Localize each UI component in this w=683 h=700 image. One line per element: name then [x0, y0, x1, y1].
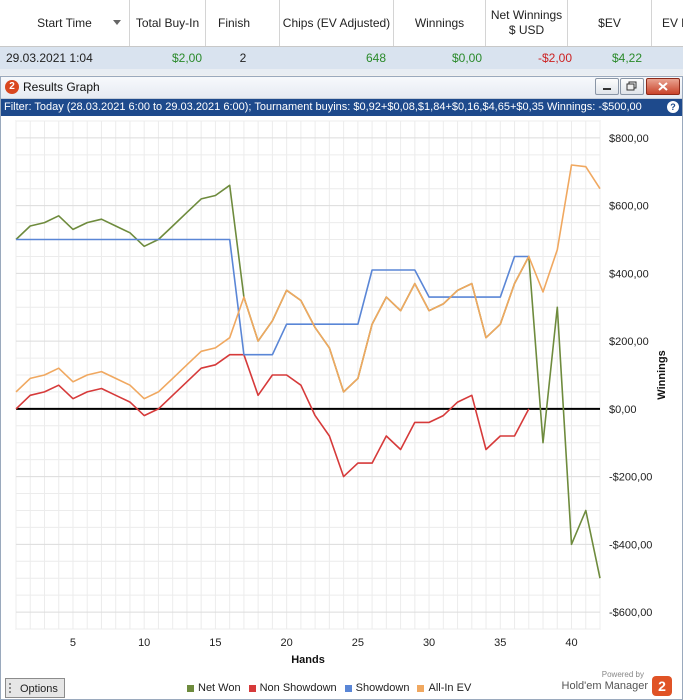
- x-axis-label: Hands: [291, 654, 325, 666]
- legend-label: Net Won: [198, 682, 241, 694]
- series-line-showdown: [16, 238, 529, 356]
- cell-ev: $4,22: [611, 51, 642, 65]
- close-button[interactable]: [646, 78, 680, 95]
- x-tick-label: 35: [494, 637, 506, 649]
- results-graph-window: 2 Results Graph Filter: Today (28.03.202…: [0, 76, 683, 700]
- column-label: Winnings: [414, 15, 465, 30]
- legend-label: Non Showdown: [259, 682, 337, 694]
- column-start-time[interactable]: Start Time: [0, 0, 130, 46]
- powered-by-text: Powered by: [601, 670, 644, 679]
- x-tick-label: 30: [423, 637, 435, 649]
- chart-legend: Net Won Non Showdown Showdown All-In EV: [187, 682, 479, 694]
- cell-finish: 2: [239, 51, 247, 65]
- options-label: Options: [20, 683, 58, 695]
- legend-item: Showdown: [344, 682, 410, 694]
- x-tick-label: 15: [209, 637, 221, 649]
- y-tick-label: $0,00: [609, 404, 637, 416]
- options-button[interactable]: Options: [5, 678, 65, 698]
- column-label: EV b: [662, 15, 683, 30]
- cell-start-time: 29.03.2021 1:04: [6, 51, 93, 65]
- column-ev[interactable]: $EV: [568, 0, 652, 46]
- series-line-non-showdown: [15, 353, 530, 478]
- cell-chips: 648: [365, 51, 386, 65]
- y-tick-label: -$600,00: [609, 607, 652, 619]
- legend-label: All-In EV: [428, 682, 472, 694]
- x-tick-label: 10: [138, 637, 150, 649]
- table-row-partial[interactable]: [0, 69, 683, 75]
- maximize-button[interactable]: [620, 78, 644, 95]
- results-table-header: Start Time Total Buy-In Finish Chips (EV…: [0, 0, 683, 47]
- filter-text: Filter: Today (28.03.2021 6:00 to 29.03.…: [4, 101, 642, 113]
- column-label: Finish: [218, 15, 251, 30]
- y-tick-label: -$400,00: [609, 539, 652, 551]
- legend-swatch: [417, 684, 425, 692]
- y-tick-label: $600,00: [609, 201, 649, 213]
- column-finish[interactable]: Finish: [206, 0, 280, 46]
- minimize-icon: [603, 88, 611, 90]
- x-tick-label: 20: [281, 637, 293, 649]
- x-tick-label: 5: [70, 637, 76, 649]
- x-tick-label: 40: [565, 637, 577, 649]
- cell-net-winnings: -$2,00: [537, 51, 572, 65]
- column-label: Total Buy-In: [135, 15, 200, 30]
- minimize-button[interactable]: [595, 78, 619, 95]
- column-label: Start Time: [37, 15, 92, 30]
- legend-swatch: [187, 684, 194, 692]
- grip-icon: [9, 683, 17, 693]
- filter-bar: Filter: Today (28.03.2021 6:00 to 29.03.…: [1, 99, 682, 116]
- restore-icon: [626, 81, 637, 91]
- column-label: Net Winnings $ USD: [490, 8, 563, 37]
- window-titlebar[interactable]: 2 Results Graph: [1, 77, 682, 99]
- close-icon: [658, 82, 668, 91]
- legend-label: Showdown: [355, 682, 410, 694]
- info-icon[interactable]: ?: [667, 101, 679, 113]
- legend-item: Net Won: [187, 682, 241, 694]
- table-row[interactable]: 29.03.2021 1:04 $2,00 2 648 $0,00 -$2,00…: [0, 47, 683, 70]
- y-tick-label: $800,00: [609, 133, 649, 145]
- column-ev-b[interactable]: EV b: [652, 0, 683, 46]
- column-chips[interactable]: Chips (EV Adjusted): [280, 0, 394, 46]
- series-line-all-in-ev: [15, 164, 601, 400]
- window-title: Results Graph: [23, 80, 100, 94]
- cell-winnings: $0,00: [451, 51, 482, 65]
- app-logo-icon: 2: [5, 80, 19, 94]
- column-net-winnings[interactable]: Net Winnings $ USD: [486, 0, 568, 46]
- legend-item: All-In EV: [417, 682, 471, 694]
- y-tick-label: -$200,00: [609, 472, 652, 484]
- legend-swatch: [344, 684, 352, 692]
- y-tick-label: $200,00: [609, 336, 649, 348]
- y-tick-label: $400,00: [609, 268, 649, 280]
- column-winnings[interactable]: Winnings: [394, 0, 486, 46]
- cell-total-buyin: $2,00: [171, 51, 202, 65]
- x-tick-label: 25: [352, 637, 364, 649]
- legend-item: Non Showdown: [248, 682, 337, 694]
- graph-footer: Options Net Won Non Showdown Showdown All-I…: [1, 670, 682, 699]
- results-chart: $800,00 $600,00 $400,00 $200,00 $0,00 -$200,0…: [15, 120, 668, 666]
- column-label: Chips (EV Adjusted): [282, 15, 391, 30]
- brand-logo-icon: 2: [652, 676, 672, 696]
- column-total-buyin[interactable]: Total Buy-In: [130, 0, 206, 46]
- y-axis-label: Winnings: [656, 350, 668, 399]
- legend-swatch: [248, 684, 256, 692]
- sort-arrow-icon[interactable]: [113, 20, 121, 25]
- brand-name: Hold'em Manager: [561, 680, 648, 692]
- column-label: $EV: [598, 15, 621, 30]
